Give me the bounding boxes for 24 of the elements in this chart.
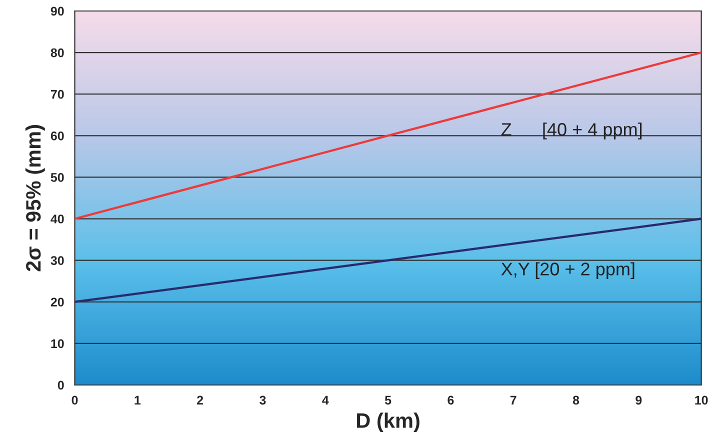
y-axis-title: 2σ = 95% (mm) (25, 125, 45, 272)
y-tick-label: 80 (50, 48, 64, 58)
y-tick-label: 90 (50, 6, 64, 16)
y-tick-label: 0 (58, 380, 64, 390)
y-tick-label: 70 (50, 90, 64, 99)
x-tick-label: 0 (72, 396, 78, 405)
x-tick-label: 4 (322, 396, 329, 404)
x-tick-label: 5 (384, 396, 392, 405)
series-label: X,Y [20 + 2 ppm] (501, 262, 634, 280)
y-tick-label: 20 (50, 298, 64, 307)
x-tick-label: 1 (134, 396, 141, 404)
x-tick-label: 6 (448, 396, 454, 405)
x-tick-label: 10 (695, 396, 708, 405)
x-tick-label: 7 (510, 396, 516, 404)
x-tick-label: 8 (572, 396, 580, 405)
y-tick-label: 50 (50, 173, 64, 182)
x-tick-label: 2 (197, 396, 204, 404)
x-tick-label: 9 (636, 396, 642, 405)
y-tick-label: 10 (51, 339, 64, 348)
y-tick-label: 40 (50, 214, 64, 224)
y-tick-label: 60 (50, 131, 64, 140)
x-tick-label: 3 (260, 396, 266, 405)
y-tick-label: 30 (50, 256, 64, 266)
x-axis-title: D (km) (357, 412, 420, 432)
